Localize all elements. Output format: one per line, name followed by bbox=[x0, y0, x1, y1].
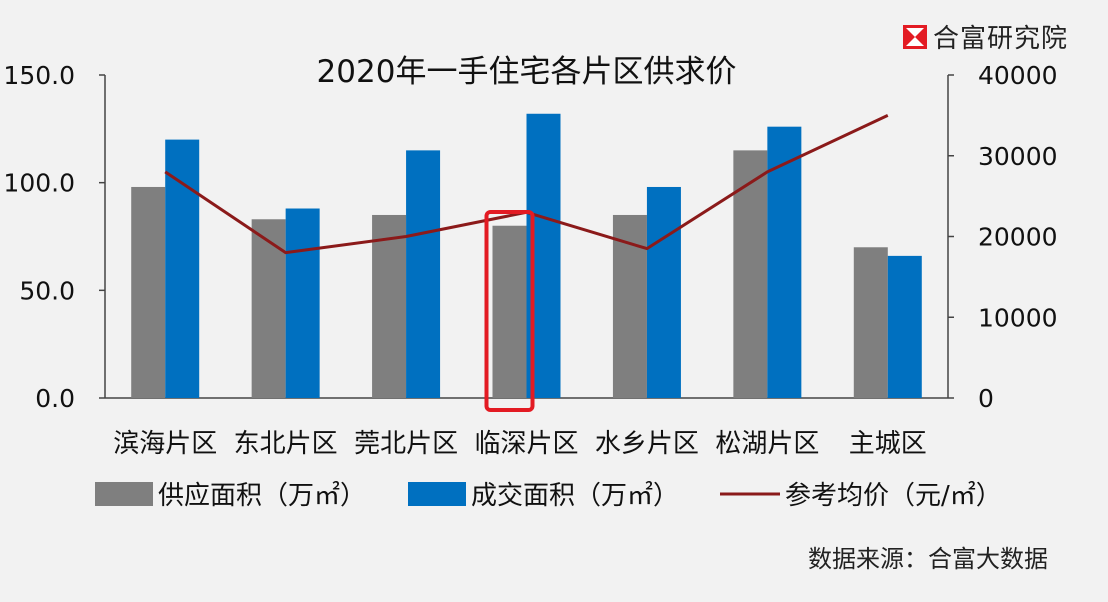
x-tick-label: 东北片区 bbox=[234, 429, 338, 459]
bar-sold bbox=[887, 255, 922, 398]
legend-swatch-sold bbox=[408, 482, 466, 506]
bar-sold bbox=[285, 208, 320, 398]
y-right-tick-label: 20000 bbox=[978, 223, 1058, 252]
bar-sold bbox=[767, 126, 802, 399]
y-right-tick-label: 40000 bbox=[978, 61, 1058, 90]
bar-supply bbox=[733, 150, 768, 398]
bar-sold bbox=[646, 186, 681, 398]
y-left-tick-label: 150.0 bbox=[3, 61, 75, 90]
y-right-tick-label: 0 bbox=[978, 384, 994, 413]
y-right-tick-label: 10000 bbox=[978, 303, 1058, 332]
bar-supply bbox=[853, 247, 888, 398]
legend-label-sold: 成交面积（万㎡） bbox=[471, 481, 679, 511]
brand-logo: 合富研究院 bbox=[902, 18, 1068, 55]
y-left-tick-label: 100.0 bbox=[3, 169, 75, 198]
legend-swatch-supply bbox=[95, 482, 153, 506]
bar-supply bbox=[492, 225, 527, 398]
x-tick-label: 滨海片区 bbox=[113, 429, 217, 459]
bar-supply bbox=[251, 219, 286, 398]
y-right-tick-label: 30000 bbox=[978, 142, 1058, 171]
x-tick-label: 主城区 bbox=[849, 429, 927, 459]
legend-label-price: 参考均价（元/㎡） bbox=[785, 481, 1002, 511]
bar-sold bbox=[406, 150, 441, 398]
x-tick-label: 水乡片区 bbox=[595, 429, 699, 459]
bar-sold bbox=[165, 139, 200, 398]
data-source-note: 数据来源：合富大数据 bbox=[808, 545, 1048, 573]
x-tick-label: 松湖片区 bbox=[715, 429, 819, 459]
bar-supply bbox=[372, 214, 407, 398]
y-left-tick-label: 0.0 bbox=[35, 384, 75, 413]
x-tick-label: 临深片区 bbox=[474, 429, 578, 459]
chart-title: 2020年一手住宅各片区供求价 bbox=[317, 54, 737, 90]
x-tick-label: 莞北片区 bbox=[354, 429, 458, 459]
brand-name: 合富研究院 bbox=[932, 24, 1068, 54]
highlight-box bbox=[484, 210, 535, 412]
y-left-tick-label: 50.0 bbox=[19, 276, 75, 305]
bar-supply bbox=[131, 186, 166, 398]
legend-label-supply: 供应面积（万㎡） bbox=[158, 481, 366, 511]
brand-logo-icon bbox=[902, 24, 927, 49]
